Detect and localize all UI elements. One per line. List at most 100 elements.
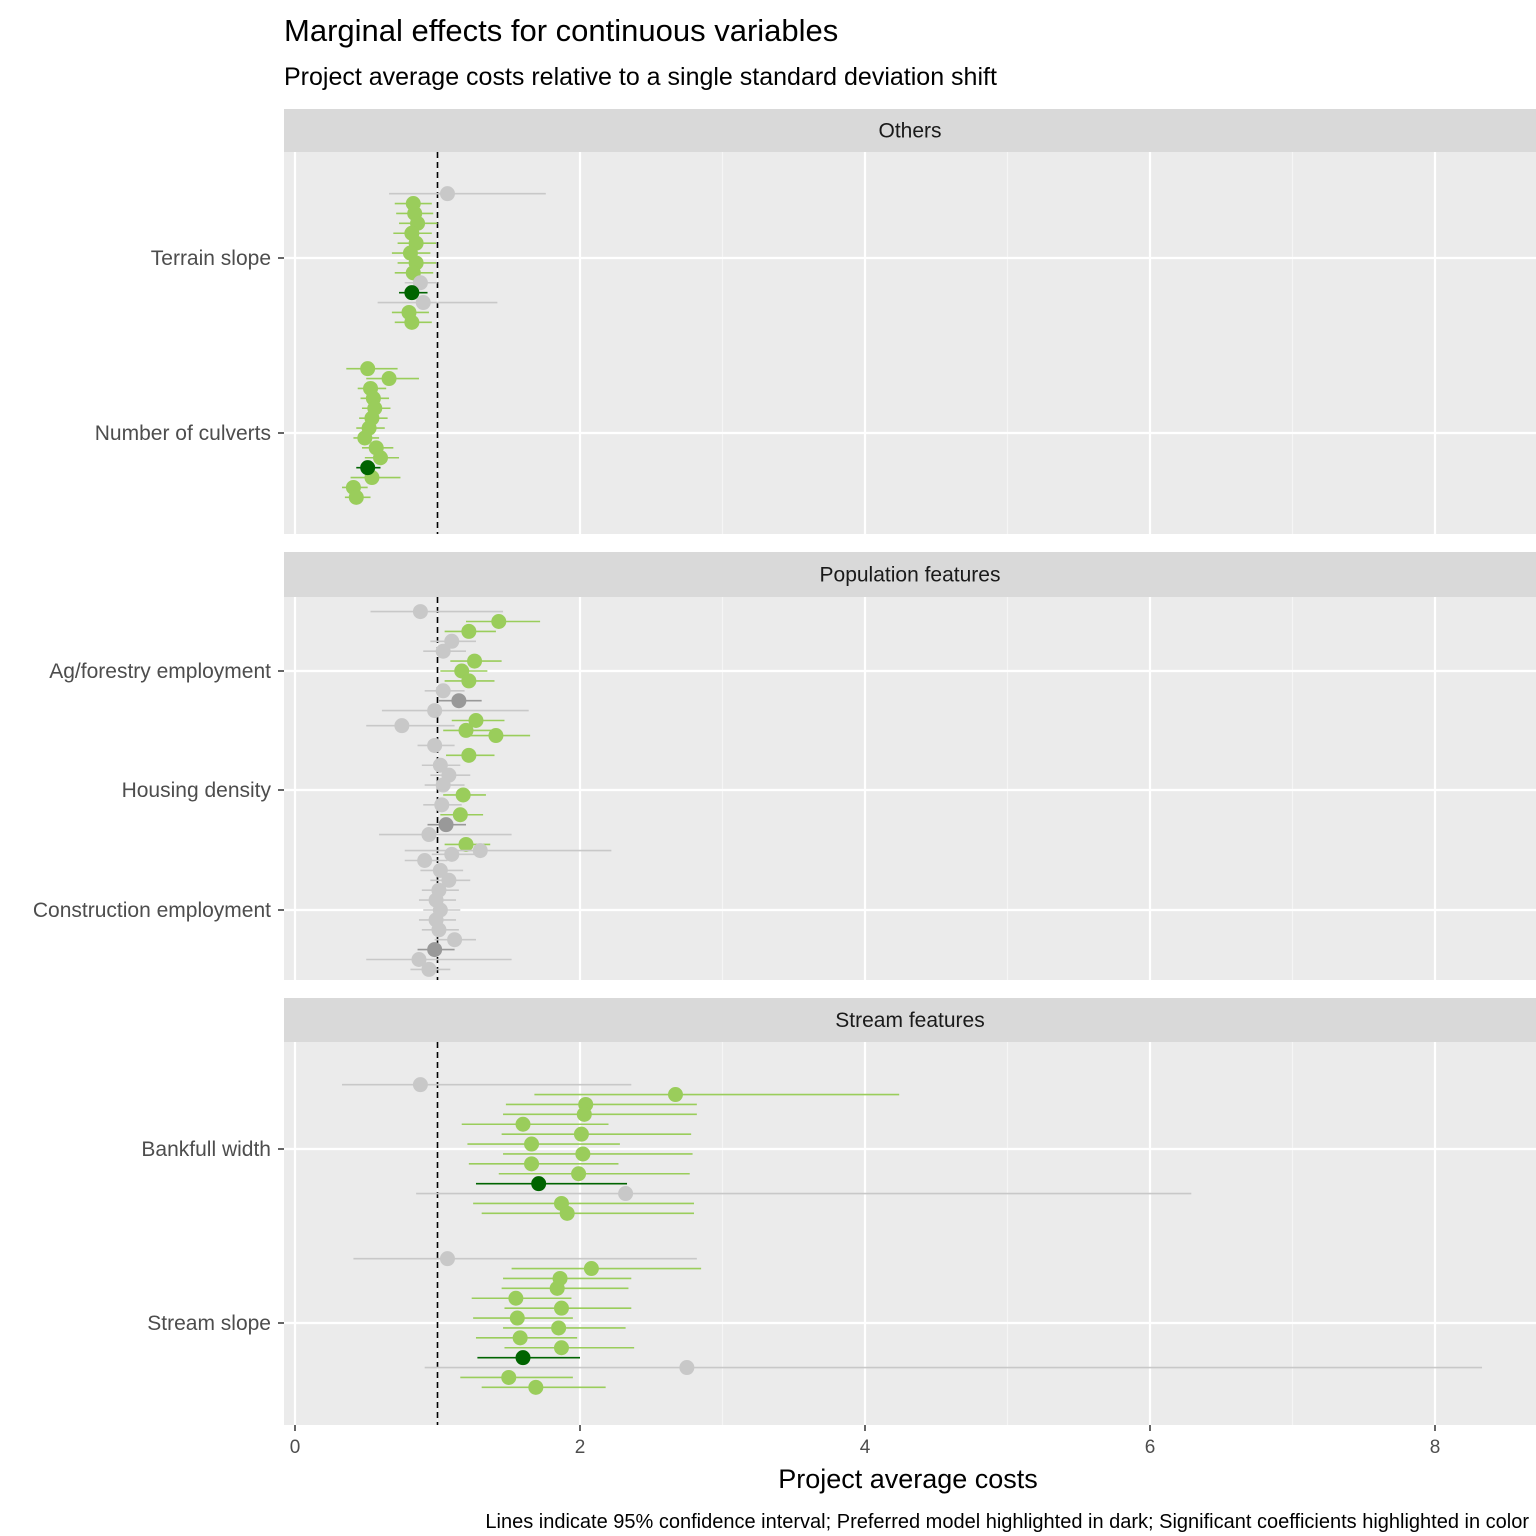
y-tick-label: Number of culverts [95, 422, 271, 445]
x-axis-label: Project average costs [778, 1464, 1038, 1494]
facet-strip [284, 552, 1536, 597]
estimate-point [531, 1176, 547, 1192]
estimate-point [412, 1077, 428, 1093]
estimate-point [461, 623, 477, 639]
estimate-point [427, 942, 443, 958]
facet-panel: Others Terrain slope Number of culverts [95, 109, 1536, 534]
x-tick-label: 2 [575, 1437, 586, 1458]
estimate-point [472, 843, 488, 859]
estimate-point [528, 1379, 544, 1395]
y-tick-label: Stream slope [147, 1312, 271, 1335]
estimate-point [458, 722, 474, 738]
estimate-point [438, 817, 454, 833]
facet-panel: Population features Ag/forestry employmen… [33, 552, 1536, 980]
estimate-point [512, 1330, 528, 1346]
estimate-point [373, 450, 388, 466]
x-tick-label: 6 [1145, 1437, 1156, 1458]
estimate-point [444, 846, 460, 862]
x-tick-label: 8 [1430, 1437, 1441, 1458]
estimate-point [461, 747, 477, 763]
x-tick-label: 0 [290, 1437, 301, 1458]
estimate-point [411, 952, 427, 967]
estimate-point [468, 713, 484, 728]
estimate-point [455, 787, 471, 803]
y-tick-label: Construction employment [33, 899, 271, 922]
facet-strip [284, 998, 1536, 1042]
facet-strip-label: Stream features [835, 1009, 984, 1032]
facet-strip [284, 109, 1536, 152]
estimate-point [571, 1166, 587, 1182]
y-tick-label: Bankfull width [141, 1138, 271, 1161]
facet-panel: Stream features Bankfull width Stream slop… [141, 998, 1536, 1425]
estimate-point [549, 1280, 565, 1296]
estimate-point [381, 371, 397, 387]
panel-background [284, 152, 1536, 534]
facet-strip-label: Population features [820, 564, 1001, 587]
estimate-point [421, 961, 437, 977]
chart-caption: Lines indicate 95% confidence interval; … [485, 1511, 1529, 1533]
estimate-point [417, 853, 433, 868]
estimate-point [515, 1116, 531, 1132]
estimate-point [421, 827, 437, 843]
estimate-point [404, 285, 420, 301]
estimate-point [434, 797, 450, 813]
estimate-point [415, 295, 431, 311]
estimate-point [559, 1205, 575, 1221]
estimate-point [447, 932, 463, 948]
y-tick-label: Ag/forestry employment [49, 660, 271, 683]
estimate-point [458, 836, 474, 852]
estimate-point [488, 728, 504, 744]
estimate-point [576, 1106, 592, 1122]
estimate-point [412, 275, 428, 291]
estimate-point [427, 737, 443, 753]
estimate-point [551, 1320, 567, 1336]
chart-title: Marginal effects for continuous variable… [284, 13, 838, 48]
estimate-point [439, 186, 455, 202]
estimate-point [404, 314, 420, 330]
estimate-point [553, 1300, 569, 1316]
estimate-point [435, 777, 451, 793]
facet-strip-label: Others [878, 120, 941, 143]
estimate-point [432, 757, 448, 773]
estimate-point [618, 1186, 634, 1202]
panel-background [284, 1042, 1536, 1425]
estimate-point [452, 807, 468, 823]
estimate-point [435, 683, 451, 699]
estimate-point [427, 703, 443, 719]
estimate-point [360, 460, 376, 476]
estimate-point [667, 1087, 683, 1103]
estimate-point [360, 361, 376, 377]
estimate-point [491, 614, 507, 629]
estimate-point [501, 1369, 517, 1385]
estimate-point [573, 1126, 589, 1142]
estimate-point [508, 1290, 524, 1306]
panels: Others Terrain slope Number of culverts Pop… [33, 109, 1536, 1425]
estimate-point [431, 922, 447, 938]
estimate-point [439, 1251, 455, 1267]
estimate-point [357, 430, 373, 446]
estimate-point [435, 643, 451, 659]
estimate-point [509, 1310, 525, 1326]
estimate-point [524, 1136, 540, 1152]
estimate-point [524, 1156, 540, 1172]
estimate-point [348, 489, 364, 505]
estimate-point [432, 862, 448, 878]
estimate-point [461, 673, 477, 689]
estimate-point [412, 604, 428, 620]
estimate-point [583, 1261, 599, 1277]
chart-subtitle: Project average costs relative to a sing… [284, 63, 997, 91]
estimate-point [394, 718, 410, 734]
estimate-point [679, 1360, 695, 1376]
estimate-point [451, 693, 467, 709]
estimate-point [575, 1146, 591, 1162]
estimate-point [467, 653, 483, 669]
y-tick-label: Housing density [122, 779, 272, 802]
x-tick-label: 4 [860, 1437, 871, 1458]
y-tick-label: Terrain slope [151, 247, 271, 270]
estimate-point [441, 872, 457, 888]
estimate-point [515, 1350, 531, 1366]
x-axis: 0 2 4 6 8 [290, 1425, 1441, 1458]
estimate-point [444, 633, 460, 649]
estimate-point [553, 1340, 569, 1356]
